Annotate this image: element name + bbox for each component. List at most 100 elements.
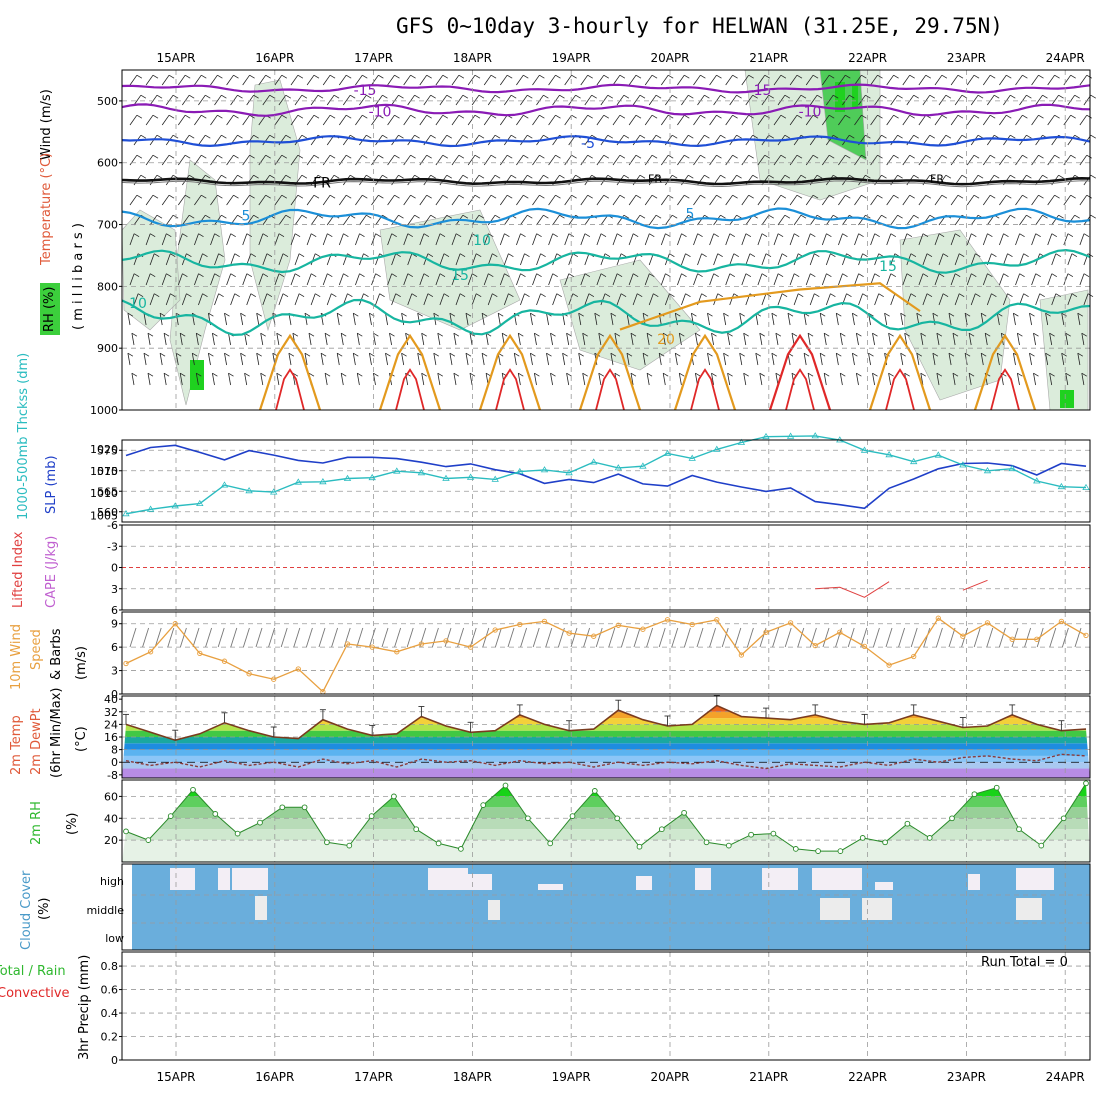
wind-barb [194,74,202,86]
rh-marker [971,791,978,798]
wind-barb [340,333,344,346]
wind-barb-flag [945,94,952,99]
wind-barb [548,233,554,246]
date-label-top: 18APR [453,51,492,65]
wind-barb-flag [278,273,285,278]
wind-barb-flag [877,154,883,159]
wind-barb [954,94,963,106]
wind-barb [194,154,202,166]
y-tick-label: 32 [104,706,118,719]
wind-barb-flag [196,332,202,337]
wind-barb [423,293,429,306]
wind-barb-flag [941,114,948,119]
wind-barb [1047,74,1055,86]
wind-barb [129,273,135,286]
wind-barb-flag [249,194,255,199]
wind-10m-barb [482,627,490,648]
wind-barb [739,313,743,326]
wind-barb [177,154,186,166]
wind-barb [777,94,786,106]
wind-barb [999,194,1007,206]
wind-barb [566,373,570,386]
wind-barb [242,154,250,166]
wind-barb [453,333,457,346]
wind-barb-flag [407,273,414,278]
wind-barb [711,333,714,346]
wind-barb [177,233,183,246]
wind-10m-barb [406,627,414,648]
wind-barb-flag [620,253,627,258]
wind-10m-barb [280,627,288,648]
wind-barb-flag [506,154,513,159]
wind-barb-flag [649,233,655,238]
wind-barb-flag [214,273,220,278]
wind-barb [741,194,750,206]
wind-barb-flag [508,253,514,258]
wind-barb [210,114,218,126]
wind-barb [727,373,731,386]
wind-barb-flag [481,312,488,317]
wind-barb-flag [736,214,742,219]
wind-barb-flag [474,74,481,79]
wind-barb-flag [973,114,980,119]
temp-band [122,743,1090,750]
wind-barb [970,293,976,306]
wind-barb-flag [1058,174,1064,179]
wind-barb-flag [285,134,292,139]
wind-barb-flag [784,174,791,179]
chart-title: GFS 0~10day 3-hourly for HELWAN (31.25E,… [396,14,1003,38]
wind-barb-flag [865,94,871,99]
rh-legend-swatch [40,283,60,335]
wind-barb [662,373,666,386]
wind-barb [1031,154,1039,166]
wind-barb-flag [800,94,807,99]
wind-barb [451,154,460,166]
rh-marker [792,846,799,852]
isotherm [121,248,1091,274]
wind-speed-marker [1009,636,1015,642]
wind-barb [262,94,271,106]
wind-10m-barb [368,627,376,648]
wind-barb-flag [872,332,878,337]
thickness-marker [540,466,549,473]
wind-barb-flag [584,233,591,238]
wind-barb [626,353,630,366]
wind-barb [697,94,705,106]
wind-barb-flag [582,372,588,377]
wind-barb-flag [327,233,333,238]
wind-barb-flag [810,233,816,238]
thickness-marker [860,446,869,453]
wind-barb-flag [543,214,549,219]
wind-barb-flag [566,372,572,377]
wind-speed-marker [714,617,720,623]
wind-barb [610,353,614,366]
wind-barb [1067,253,1073,266]
wind-barb-flag [217,114,223,119]
wind-barb-flag [304,312,311,317]
wind-barb-flag [800,214,807,219]
wind-barb-flag [1045,312,1051,317]
wind-barb-flag [980,352,987,357]
wind-barb-flag [333,94,340,99]
wind-barb [288,353,292,366]
wind-barb-flag [977,134,984,139]
wind-barb-flag [458,194,465,199]
wind-barb-flag [462,214,469,219]
wind-10m-barb [633,627,641,648]
rh-marker [547,840,554,847]
wind-barb-flag [675,352,681,357]
wind-barb [821,273,827,286]
wind-barb-flag [152,154,159,159]
wind-barb-flag [345,114,352,119]
wind-barb-flag [619,194,626,199]
upper-mb-label: ( m i l l i b a r s ) [71,223,86,330]
wind-barb-flag [382,134,388,139]
wind-barb [517,373,521,386]
wind-barb-flag [520,273,526,278]
wind-barb [1067,134,1076,146]
wind-barb [1065,373,1069,386]
wind-10m-barb [772,627,780,648]
wind-barb-flag [823,372,830,377]
wind-barb [274,194,283,206]
